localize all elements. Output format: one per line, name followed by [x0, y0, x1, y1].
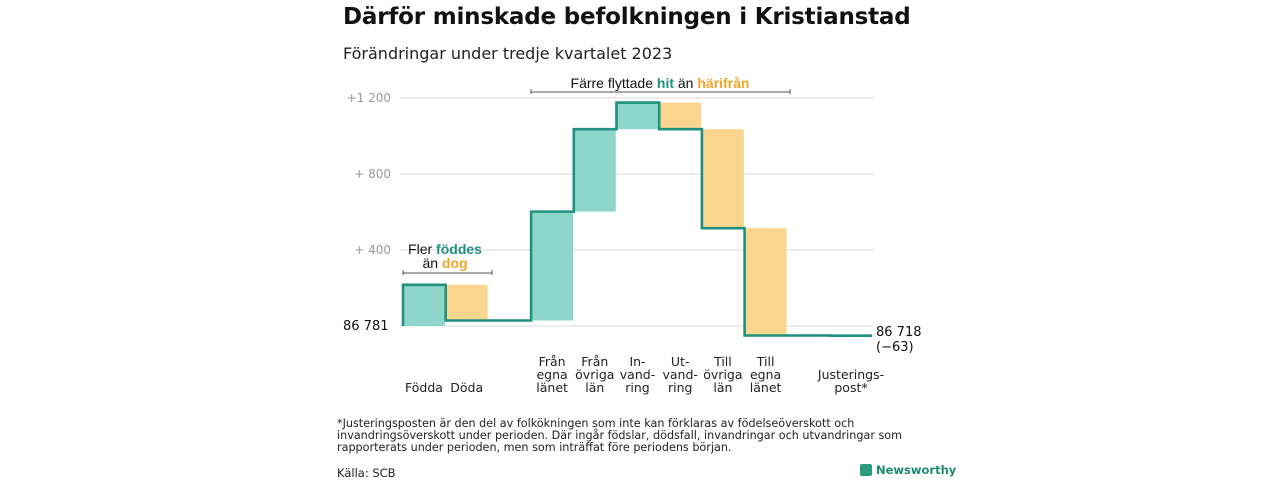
y-tick-label: +1 200: [347, 91, 391, 105]
end-value-label: 86 718: [876, 325, 922, 340]
moves-annotation-bracket: [530, 89, 791, 94]
increase-bar: [532, 211, 574, 321]
category-label: Från egna länet: [536, 354, 568, 395]
category-label: In-vand-ring: [620, 354, 655, 395]
category-label: Döda: [450, 380, 483, 395]
newsworthy-icon: [860, 464, 872, 476]
end-change-label: (−63): [876, 340, 914, 355]
decrease-bar: [660, 102, 702, 130]
increase-bar: [574, 129, 616, 212]
increase-bar: [617, 102, 659, 130]
births-annotation-line1: Fler föddes: [408, 241, 482, 257]
decrease-bar: [446, 284, 488, 321]
category-label: Födda: [405, 380, 443, 395]
decrease-bar: [702, 129, 744, 229]
brand-name: Newsworthy: [876, 463, 957, 477]
category-label: Justerings-post*: [817, 367, 884, 395]
chart-title: Därför minskade befolkningen i Kristians…: [343, 4, 911, 30]
births-annotation-bracket: [402, 270, 493, 275]
brand-logo: Newsworthy: [860, 463, 956, 477]
decrease-bar: [745, 228, 787, 336]
chart-subtitle: Förändringar under tredje kvartalet 2023: [343, 44, 673, 63]
y-tick-label: + 800: [354, 167, 391, 181]
waterfall-chart: + 400 + 800 +1 200 Födda Döda Från egna länetFr…: [343, 75, 922, 395]
category-label: Till övriga län: [703, 354, 742, 395]
moves-annotation: Färre flyttade hit än härifrån: [571, 75, 750, 91]
y-tick-label: + 400: [354, 243, 391, 257]
category-label: Till egna länet: [750, 354, 782, 395]
start-value-label: 86 781: [343, 319, 389, 334]
source-label: Källa: SCB: [337, 466, 396, 480]
footnote: *Justeringsposten är den del av folkökni…: [337, 417, 903, 454]
increase-bar: [404, 284, 445, 326]
cumulative-step-line: [401, 101, 872, 337]
category-label: Ut-vand-ring: [662, 354, 697, 395]
category-label: Från övriga län: [575, 354, 614, 395]
births-annotation-line2: än dog: [422, 255, 467, 271]
